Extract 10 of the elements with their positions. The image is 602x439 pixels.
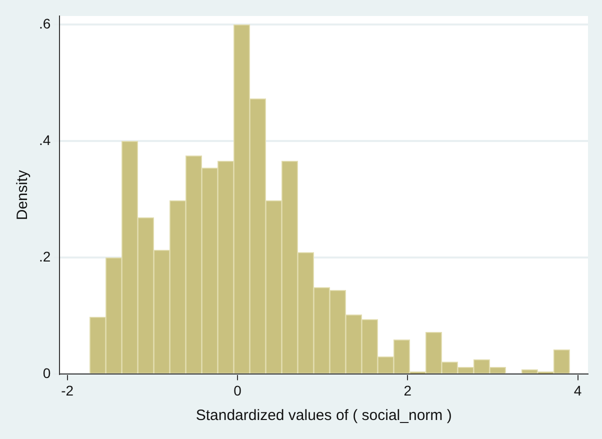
y-tick-label: .4 xyxy=(38,132,51,148)
x-tick-label: 2 xyxy=(404,382,412,398)
x-tick-label: 4 xyxy=(574,382,582,398)
y-tick-label: .6 xyxy=(38,16,51,32)
x-tick-label: -2 xyxy=(61,382,74,398)
x-tick-label: 0 xyxy=(234,382,242,398)
y-axis-title: Density xyxy=(14,170,32,220)
x-axis-title: Standardized values of ( social_norm ) xyxy=(196,407,452,424)
y-tick-label: 0 xyxy=(42,365,51,382)
y-tick-label: .2 xyxy=(38,248,51,265)
